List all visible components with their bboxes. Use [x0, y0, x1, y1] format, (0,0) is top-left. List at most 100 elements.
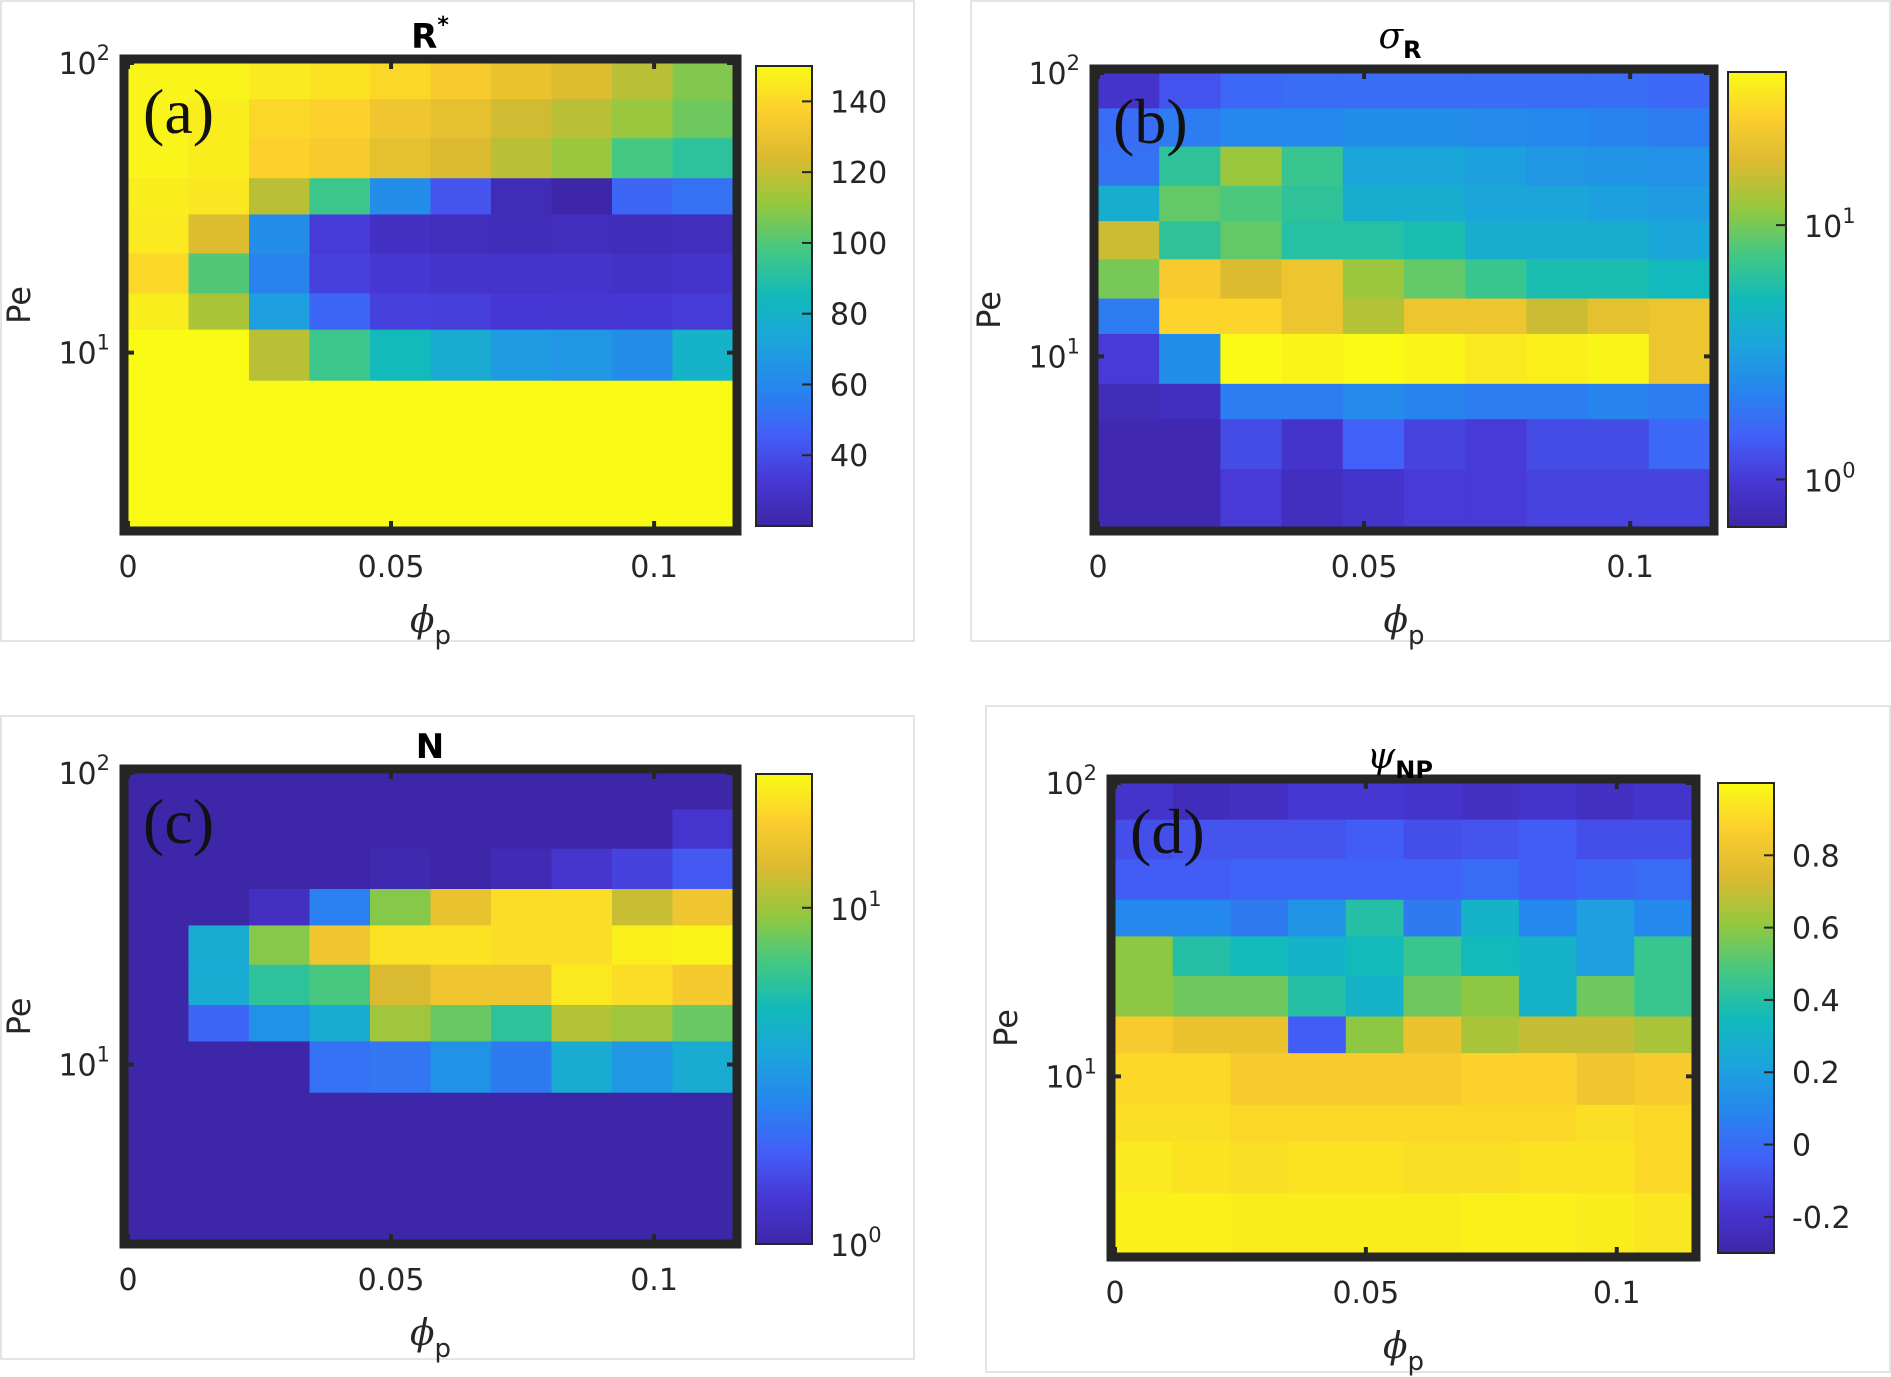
- heatmap-cell-r2-c4: [1345, 859, 1405, 901]
- heatmap-cell-r5-c8: [612, 253, 674, 295]
- heatmap-cell-r3-c0: [128, 178, 190, 216]
- heatmap-cell-r9-c8: [1576, 1141, 1635, 1194]
- colorbar-tick-label: 120: [830, 156, 887, 191]
- heatmap-cell-r2-c5: [1404, 146, 1466, 187]
- heatmap-cell-r1-c9: [672, 99, 734, 139]
- title-superscript: *: [437, 13, 449, 38]
- heatmap-cell-r4-c5: [430, 214, 492, 255]
- heatmap-cell-r7-c1: [188, 329, 250, 382]
- colorbar-tick-label: 40: [830, 439, 868, 474]
- heatmap-cell-r10-c1: [1172, 1193, 1231, 1254]
- heatmap-cell-r6-c6: [491, 293, 553, 331]
- heatmap-cell-r6-c1: [188, 293, 250, 331]
- x-tick-label: 0.05: [1331, 550, 1398, 585]
- heatmap-cell-r3-c8: [612, 178, 674, 216]
- y-tick-label: 101: [58, 1042, 110, 1083]
- heatmap-cell-r2-c0: [1098, 146, 1160, 187]
- heatmap-cell-r7-c7: [551, 329, 613, 382]
- heatmap-cell-r3-c3: [309, 888, 371, 927]
- heatmap-cell-r2-c8: [1587, 146, 1650, 187]
- colorbar-tick-base: 10: [1804, 210, 1842, 245]
- heatmap-cell-r7-c6: [491, 329, 553, 382]
- x-tick-label: 0.1: [1606, 550, 1654, 585]
- heatmap-cell-r7-c9: [1634, 1053, 1693, 1106]
- heatmap-cell-r6-c2: [249, 293, 311, 331]
- heatmap-cell-r8-c1: [188, 1092, 250, 1130]
- heatmap-cell-r6-c0: [128, 1004, 190, 1043]
- heatmap-cell-r0-c7: [551, 63, 613, 100]
- heatmap-cell-r1-c0: [128, 99, 190, 139]
- heatmap-cell-r3-c9: [1648, 185, 1711, 222]
- heatmap-cell-r0-c7: [1526, 73, 1589, 110]
- heatmap-cells: [1098, 73, 1711, 528]
- heatmap-cell-r8-c7: [1526, 383, 1589, 420]
- heatmap-cell-r2-c9: [1648, 146, 1711, 187]
- heatmap-cell-r10-c1: [1159, 469, 1221, 528]
- heatmap-cell-r7-c2: [249, 329, 311, 382]
- heatmap-cell-r6-c5: [430, 1004, 492, 1043]
- heatmap-cell-r0-c0: [1098, 73, 1160, 110]
- colorbar-tick-label: 0.2: [1792, 1056, 1840, 1091]
- heatmap-cell-r8-c9: [1634, 1104, 1693, 1143]
- heatmap-cell-r3-c1: [188, 888, 250, 927]
- heatmap-cell-r10-c1: [188, 1180, 250, 1241]
- heatmap-cell-r3-c8: [1587, 185, 1650, 222]
- heatmap-cell-r7-c0: [128, 1041, 190, 1094]
- heatmap-cell-r5-c3: [1281, 259, 1344, 300]
- x-axis-symbol: ϕ: [1383, 1326, 1408, 1367]
- title-main: N: [416, 727, 444, 767]
- heatmap-cell-r10-c3: [1288, 1193, 1347, 1254]
- heatmap-cell-r2-c2: [249, 848, 311, 890]
- heatmap-cell-r0-c9: [1634, 783, 1693, 821]
- heatmap-cell-r1-c8: [1587, 108, 1650, 148]
- heatmap-cell-r4-c8: [1576, 936, 1635, 977]
- heatmap-cell-r10-c6: [491, 1180, 553, 1241]
- heatmap-cell-r10-c5: [1404, 469, 1466, 528]
- heatmap-cell-r9-c2: [1230, 1141, 1289, 1194]
- heatmap-cell-r6-c4: [370, 293, 432, 331]
- y-tick-label: 101: [1045, 1054, 1097, 1095]
- heatmap-cell-r7-c8: [612, 329, 674, 382]
- heatmap-cell-r6-c4: [1342, 298, 1405, 335]
- heatmap-cell-r10-c5: [430, 467, 492, 528]
- heatmap-cell-r6-c0: [1098, 298, 1160, 335]
- heatmap-cell-r0-c3: [1281, 73, 1344, 110]
- heatmap-cell-r5-c8: [1587, 259, 1650, 300]
- heatmap-cell-r10-c7: [1518, 1193, 1578, 1254]
- heatmap-cell-r10-c9: [672, 467, 734, 528]
- heatmap-cell-r4-c4: [1345, 936, 1405, 977]
- y-tick-base: 10: [1028, 57, 1066, 92]
- heatmap-cell-r6-c8: [612, 293, 674, 331]
- heatmap-cell-r4-c6: [491, 214, 553, 255]
- heatmap-cell-r7-c2: [1220, 333, 1283, 385]
- chart-title: ψNP: [1367, 736, 1433, 784]
- heatmap-cell-r2-c3: [1288, 859, 1347, 901]
- heatmap-cell-r4-c9: [672, 925, 734, 966]
- heatmap-cell-r2-c2: [1230, 859, 1289, 901]
- heatmap-cell-r7-c0: [1115, 1053, 1174, 1106]
- heatmap-cell-r9-c9: [1648, 419, 1711, 470]
- heatmap-cell-r6-c7: [1526, 298, 1589, 335]
- heatmap-cell-r8-c0: [1115, 1104, 1174, 1143]
- y-tick-base: 10: [58, 337, 96, 372]
- y-tick-base: 10: [1028, 340, 1066, 375]
- heatmap-cell-r1-c6: [1465, 108, 1527, 148]
- heatmap-cell-r4-c0: [1115, 936, 1174, 977]
- y-tick-exp: 2: [1067, 51, 1080, 75]
- heatmap-cell-r9-c5: [1403, 1141, 1462, 1194]
- colorbar-tick-exp: 0: [1842, 458, 1855, 482]
- heatmap-cell-r8-c1: [1172, 1104, 1231, 1143]
- heatmap-cell-r8-c8: [1587, 383, 1650, 420]
- heatmap-cell-r1-c6: [1461, 819, 1520, 860]
- heatmap-cell-r4-c7: [551, 214, 613, 255]
- heatmap-cell-r1-c2: [1220, 108, 1283, 148]
- heatmap-cell-r9-c4: [1345, 1141, 1405, 1194]
- x-axis-symbol: ϕ: [410, 1313, 435, 1354]
- heatmap-cell-r5-c7: [551, 253, 613, 295]
- heatmap-cell-r6-c1: [1172, 1016, 1231, 1054]
- heatmap-cell-r10-c6: [1465, 469, 1527, 528]
- heatmap-cell-r8-c7: [551, 380, 613, 418]
- heatmap-cell-r5-c4: [370, 253, 432, 295]
- heatmap-cell-r5-c1: [188, 964, 250, 1006]
- heatmap-cell-r9-c6: [491, 416, 553, 469]
